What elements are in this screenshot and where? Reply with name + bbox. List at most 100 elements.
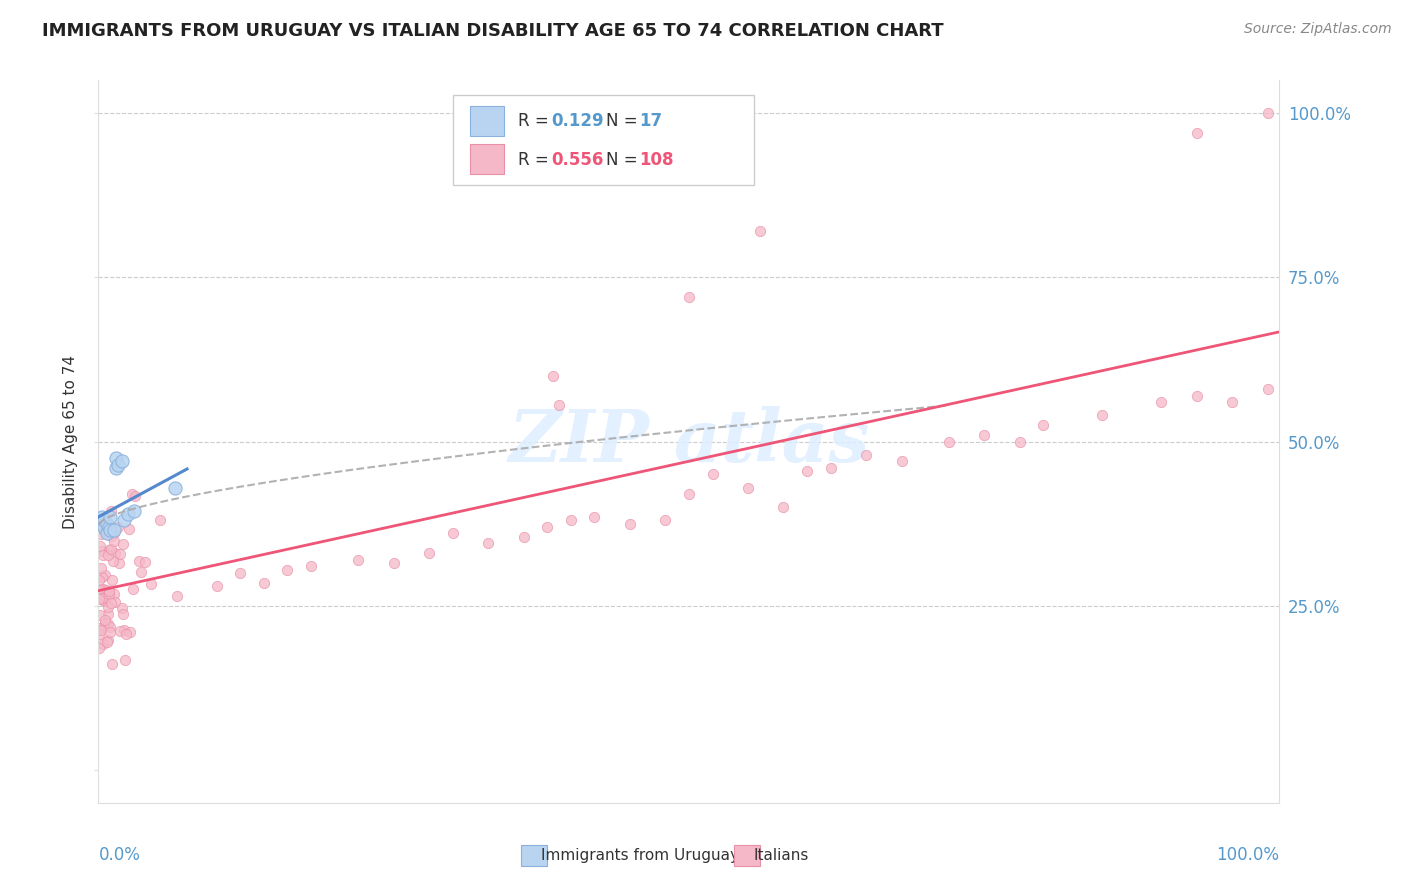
Point (89, 621, 111, 635)
Point (96, 516, 118, 531)
Point (229, 566, 252, 580)
Point (103, 534, 125, 549)
Point (98, 543, 121, 558)
Point (100, 503, 122, 517)
Text: 100.0%: 100.0% (1216, 847, 1279, 864)
FancyBboxPatch shape (734, 845, 759, 866)
Point (165, 481, 187, 495)
Point (276, 563, 298, 577)
Point (105, 460, 128, 475)
FancyBboxPatch shape (522, 845, 547, 866)
Point (541, 368, 564, 383)
Point (938, 434, 960, 449)
Point (112, 513, 135, 527)
Point (97, 587, 120, 601)
Point (122, 503, 145, 517)
Point (121, 487, 143, 501)
Point (382, 556, 405, 570)
Point (93, 520, 115, 534)
Point (91, 570, 114, 584)
Point (93, 513, 115, 527)
Point (89, 640, 111, 655)
Point (103, 523, 125, 537)
Point (855, 448, 877, 462)
Point (97, 607, 120, 622)
Point (98, 510, 121, 524)
Point (101, 657, 124, 671)
Point (418, 546, 440, 560)
Point (205, 579, 228, 593)
Text: 0.129: 0.129 (551, 112, 603, 130)
Point (134, 555, 156, 569)
Point (1185, 126, 1208, 140)
Point (103, 526, 125, 541)
Text: N =: N = (606, 112, 643, 130)
Point (128, 554, 150, 568)
Point (90, 591, 112, 605)
Point (105, 450, 128, 465)
Text: IMMIGRANTS FROM URUGUAY VS ITALIAN DISABILITY AGE 65 TO 74 CORRELATION CHART: IMMIGRANTS FROM URUGUAY VS ITALIAN DISAB… (42, 22, 943, 40)
Point (115, 627, 138, 641)
Point (100, 541, 122, 556)
Point (1150, 395, 1173, 409)
Text: ZIP atlas: ZIP atlas (509, 406, 869, 477)
Point (91, 582, 114, 597)
Text: 0.0%: 0.0% (98, 847, 141, 864)
Point (108, 556, 131, 570)
Point (94, 613, 117, 627)
Point (96, 523, 118, 537)
Point (477, 536, 499, 550)
Point (1032, 418, 1054, 433)
Point (111, 454, 134, 468)
Text: 17: 17 (640, 112, 662, 130)
Point (114, 653, 136, 667)
Point (94, 567, 117, 582)
Point (90, 527, 112, 541)
Point (94, 582, 117, 597)
Point (100, 596, 122, 610)
Text: 108: 108 (640, 151, 673, 169)
Point (110, 548, 132, 562)
Point (98, 520, 121, 534)
Point (536, 520, 558, 534)
Point (111, 607, 134, 621)
Point (702, 467, 724, 482)
Text: Source: ZipAtlas.com: Source: ZipAtlas.com (1244, 22, 1392, 37)
Point (107, 458, 129, 472)
Point (89, 582, 111, 597)
Point (107, 520, 129, 534)
Point (108, 624, 131, 638)
Point (117, 507, 139, 521)
Text: 0.556: 0.556 (551, 151, 603, 169)
Point (347, 553, 370, 567)
Point (96, 635, 118, 649)
Point (299, 559, 322, 574)
Point (96, 526, 118, 541)
Point (98, 620, 121, 634)
Point (111, 601, 134, 615)
Point (90, 544, 112, 558)
Point (103, 587, 125, 601)
Point (678, 487, 700, 501)
Point (100, 573, 122, 587)
Point (796, 464, 818, 478)
Point (112, 623, 135, 637)
Point (166, 589, 188, 603)
FancyBboxPatch shape (453, 95, 754, 185)
Point (619, 516, 641, 531)
Point (91, 549, 114, 563)
Point (122, 582, 145, 596)
Point (90, 623, 112, 637)
Point (654, 513, 676, 527)
Point (149, 513, 172, 527)
Point (89, 539, 111, 553)
Text: N =: N = (606, 151, 643, 169)
Point (820, 460, 842, 475)
Point (97, 617, 120, 632)
Point (98, 624, 121, 639)
Point (512, 530, 534, 544)
Point (87, 592, 110, 607)
Point (1185, 388, 1208, 402)
Point (124, 489, 146, 503)
Point (441, 526, 464, 541)
